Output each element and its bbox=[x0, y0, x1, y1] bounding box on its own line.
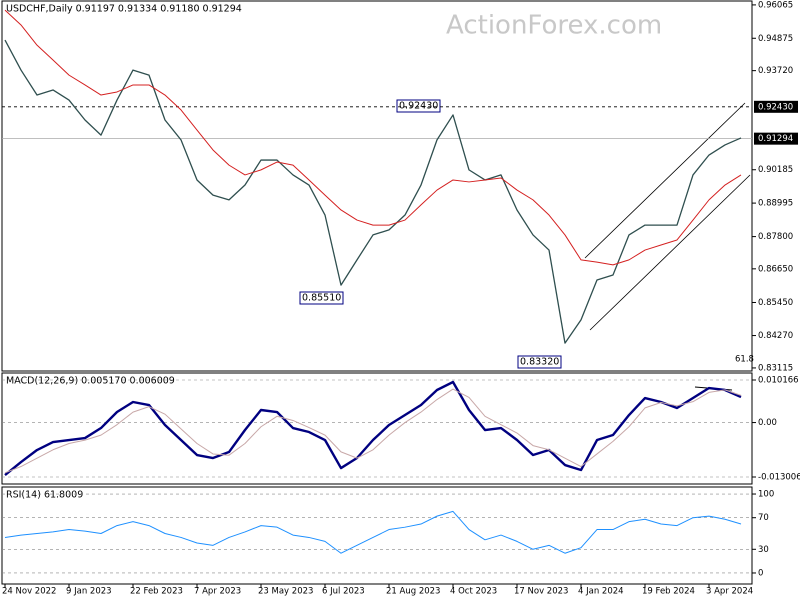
y-tick-label: 0.84270 bbox=[758, 331, 793, 341]
watermark: ActionForex.com bbox=[446, 11, 662, 41]
y-tick-label: 0.93720 bbox=[758, 66, 793, 76]
x-tick-label: 4 Jan 2024 bbox=[578, 587, 624, 597]
y-tick-label: 0 bbox=[758, 568, 763, 578]
series-line bbox=[4, 9, 742, 266]
x-tick-label: 21 Aug 2023 bbox=[386, 587, 440, 597]
annotation: 0.85510 bbox=[302, 293, 341, 304]
level-label: 0.92430 bbox=[758, 102, 793, 112]
x-tick-label: 23 May 2023 bbox=[258, 587, 313, 597]
x-tick-label: 7 Apr 2023 bbox=[194, 587, 241, 597]
x-tick-label: 22 Feb 2023 bbox=[130, 587, 183, 597]
x-tick-label: 19 Feb 2024 bbox=[642, 587, 695, 597]
level-box bbox=[754, 132, 798, 145]
x-tick-label: 4 Oct 2023 bbox=[450, 587, 497, 597]
y-tick-label: 0.94875 bbox=[758, 34, 793, 44]
annotation-box bbox=[517, 355, 562, 369]
y-tick-label: 30 bbox=[758, 545, 769, 555]
y-tick-label: 0.96065 bbox=[758, 0, 793, 10]
channel-lower bbox=[589, 174, 751, 331]
series-line bbox=[4, 39, 742, 344]
rsi-title: RSI(14) 61.8009 bbox=[6, 490, 83, 501]
y-tick-label: -0.013006 bbox=[758, 472, 800, 482]
rsi-panel bbox=[1, 486, 753, 585]
y-tick-label: 0.83115 bbox=[758, 363, 793, 373]
macd-title: MACD(12,26,9) 0.005170 0.006009 bbox=[6, 376, 175, 387]
annotation-box bbox=[396, 99, 441, 113]
y-tick-label: 0.88995 bbox=[758, 199, 793, 209]
price-title: USDCHF,Daily 0.91197 0.91334 0.91180 0.9… bbox=[6, 4, 242, 15]
x-tick-label: 6 Jul 2023 bbox=[322, 587, 365, 597]
y-tick-label: 100 bbox=[758, 490, 774, 500]
y-tick-label: 0.87800 bbox=[758, 232, 793, 242]
annotation: 61.8 bbox=[735, 355, 754, 365]
y-tick-label: 70 bbox=[758, 513, 769, 523]
x-tick-label: 17 Nov 2023 bbox=[514, 587, 568, 597]
series-line bbox=[4, 510, 742, 554]
level-label: 0.91294 bbox=[758, 134, 793, 144]
series-line bbox=[4, 388, 742, 474]
y-tick-label: 0.85450 bbox=[758, 298, 793, 308]
x-tick-label: 24 Nov 2022 bbox=[2, 587, 56, 597]
annotation: 0.92430 bbox=[399, 101, 438, 112]
x-tick-label: 3 Apr 2024 bbox=[706, 587, 753, 597]
macd-panel bbox=[1, 372, 753, 485]
x-tick-label: 9 Jan 2023 bbox=[66, 587, 112, 597]
y-tick-label: 0.86650 bbox=[758, 264, 793, 274]
price-panel bbox=[1, 0, 753, 372]
annotation-box bbox=[299, 291, 344, 305]
y-tick-label: 0.90185 bbox=[758, 165, 793, 175]
series-line bbox=[4, 380, 742, 476]
annotation: 0.83320 bbox=[520, 357, 559, 368]
y-tick-label: 0.010166 bbox=[758, 376, 799, 386]
channel-upper bbox=[584, 102, 746, 259]
level-box bbox=[754, 100, 798, 113]
y-tick-label: 0.00 bbox=[758, 418, 777, 428]
